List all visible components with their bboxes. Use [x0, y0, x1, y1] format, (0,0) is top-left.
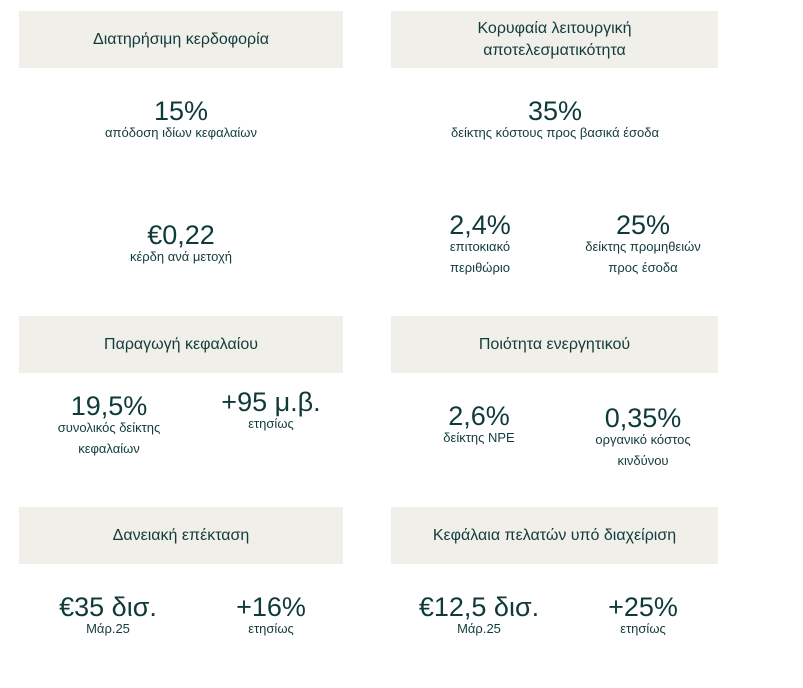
metric-funds-growth: +25% ετησίως [608, 591, 678, 639]
metric-value: 25% [615, 210, 671, 240]
panel-title: Κεφάλαια πελατών υπό διαχείριση [432, 526, 677, 544]
metric-interest-margin: 2,4% επιτοκιακό περιθώριο [449, 209, 511, 278]
metric-cost-income: 35% δείκτης κόστους προς βασικά έσοδα [451, 95, 659, 143]
metric-npe-ratio: 2,6% δείκτης NPE [443, 400, 514, 448]
metric-roe: 15% απόδοση ιδίων κεφαλαίων [105, 95, 257, 143]
panel-title: Δανειακή επέκταση [112, 526, 250, 544]
metric-label: απόδοση ιδίων κεφαλαίων [105, 125, 257, 140]
metric-funds-total: €12,5 δισ. Μάρ.25 [419, 591, 539, 639]
panel-title: Παραγωγή κεφαλαίου [104, 335, 258, 353]
metric-label: Μάρ.25 [86, 621, 130, 636]
panel-title-line-1: Κορυφαία λειτουργική [477, 19, 632, 37]
panel-header-loan-expansion: Δανειακή επέκταση [19, 507, 343, 564]
metric-value: +25% [608, 592, 678, 622]
panel-header-customer-funds: Κεφάλαια πελατών υπό διαχείριση [391, 507, 718, 564]
metric-label-line-2: προς έσοδα [608, 260, 678, 275]
metric-label: ετησίως [248, 621, 294, 636]
metric-label-line-1: δείκτης προμηθειών [585, 239, 701, 254]
metric-value: 2,4% [449, 210, 511, 240]
metric-capital-change: +95 μ.β. ετησίως [221, 386, 320, 434]
metric-fee-income: 25% δείκτης προμηθειών προς έσοδα [585, 209, 701, 278]
metric-value: €35 δισ. [59, 592, 157, 622]
metric-value: +16% [236, 592, 306, 622]
panel-title-line-2: αποτελεσματικότητα [483, 41, 626, 59]
metric-value: 2,6% [448, 401, 510, 431]
metric-value: 35% [527, 96, 583, 126]
metric-label-line-1: οργανικό κόστος [595, 432, 691, 447]
metric-label: ετησίως [248, 416, 294, 431]
metric-label-line-2: κεφαλαίων [78, 441, 140, 456]
metric-label-line-2: περιθώριο [450, 260, 510, 275]
metric-value: 0,35% [604, 403, 682, 433]
metric-eps: €0,22 κέρδη ανά μετοχή [130, 219, 232, 267]
panel-header-sustainable-profitability: Διατηρήσιμη κερδοφορία [19, 11, 343, 68]
metric-label-line-1: επιτοκιακό [449, 239, 511, 254]
metric-loans-total: €35 δισ. Μάρ.25 [59, 591, 157, 639]
metric-value: 19,5% [70, 391, 148, 421]
metric-value: +95 μ.β. [221, 387, 321, 417]
metric-label: δείκτης NPE [443, 430, 515, 445]
panel-title: Ποιότητα ενεργητικού [478, 335, 631, 353]
metric-value: €12,5 δισ. [418, 592, 540, 622]
panel-header-operating-efficiency: Κορυφαία λειτουργική αποτελεσματικότητα [391, 11, 718, 68]
panel-header-capital-generation: Παραγωγή κεφαλαίου [19, 316, 343, 373]
metric-label: Μάρ.25 [457, 621, 501, 636]
metric-label: κέρδη ανά μετοχή [129, 249, 233, 264]
panel-header-asset-quality: Ποιότητα ενεργητικού [391, 316, 718, 373]
panel-title: Διατηρήσιμη κερδοφορία [93, 30, 269, 48]
metric-total-capital-ratio: 19,5% συνολικός δείκτης κεφαλαίων [58, 390, 161, 459]
metric-label-line-1: συνολικός δείκτης [57, 420, 161, 435]
metric-value: 15% [153, 96, 209, 126]
metric-label: ετησίως [620, 621, 666, 636]
metric-label-line-2: κινδύνου [617, 453, 669, 468]
metric-loans-growth: +16% ετησίως [236, 591, 306, 639]
metric-value: €0,22 [147, 220, 215, 250]
metric-cost-of-risk: 0,35% οργανικό κόστος κινδύνου [595, 402, 690, 471]
metric-label: δείκτης κόστους προς βασικά έσοδα [450, 125, 660, 140]
